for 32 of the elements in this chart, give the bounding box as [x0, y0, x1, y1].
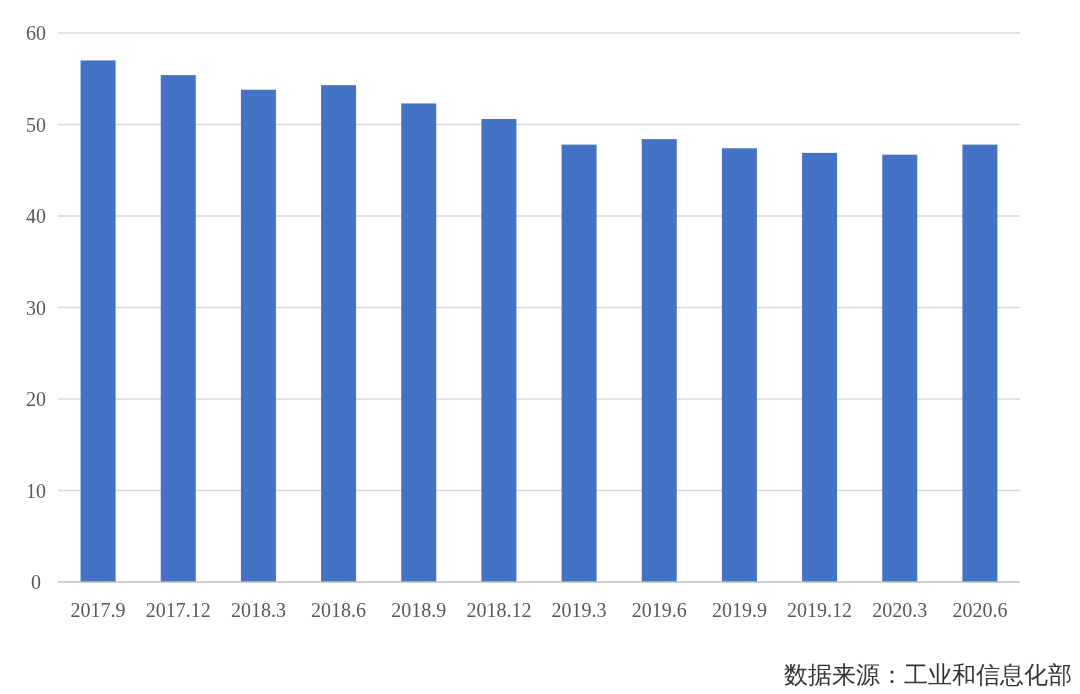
- bar: [321, 85, 357, 582]
- x-tick-label: 2018.3: [230, 599, 286, 621]
- y-tick-label: 10: [26, 479, 46, 502]
- bar: [80, 60, 116, 582]
- bar: [882, 154, 918, 582]
- x-tick-label: 2017.12: [145, 599, 211, 621]
- bar: [962, 144, 998, 582]
- x-tick-label: 2019.12: [787, 599, 853, 621]
- x-tick-label: 2019.3: [551, 599, 607, 621]
- x-tick-label: 2018.6: [311, 599, 367, 621]
- source-note: 数据来源：工业和信息化部: [784, 661, 1072, 689]
- bar: [721, 148, 757, 582]
- bar: [240, 89, 276, 582]
- bar: [802, 152, 838, 582]
- bar: [641, 139, 677, 582]
- x-tick-label: 2020.6: [952, 599, 1008, 621]
- x-tick-label: 2018.12: [466, 599, 532, 621]
- y-tick-label: 40: [26, 205, 46, 227]
- y-tick-label: 50: [26, 113, 46, 136]
- y-tick-label: 0: [31, 571, 41, 593]
- y-tick-label: 20: [26, 388, 46, 410]
- x-tick-label: 2017.9: [70, 599, 126, 621]
- bar: [401, 103, 437, 582]
- x-tick-label: 2020.3: [872, 599, 928, 621]
- bar: [561, 144, 597, 582]
- x-tick-label: 2019.9: [711, 599, 767, 621]
- bar: [160, 75, 196, 582]
- bar: [481, 119, 517, 582]
- y-tick-label: 60: [26, 22, 46, 44]
- y-tick-label: 30: [26, 296, 46, 319]
- x-tick-label: 2019.6: [631, 599, 687, 621]
- x-tick-label: 2018.9: [391, 599, 447, 621]
